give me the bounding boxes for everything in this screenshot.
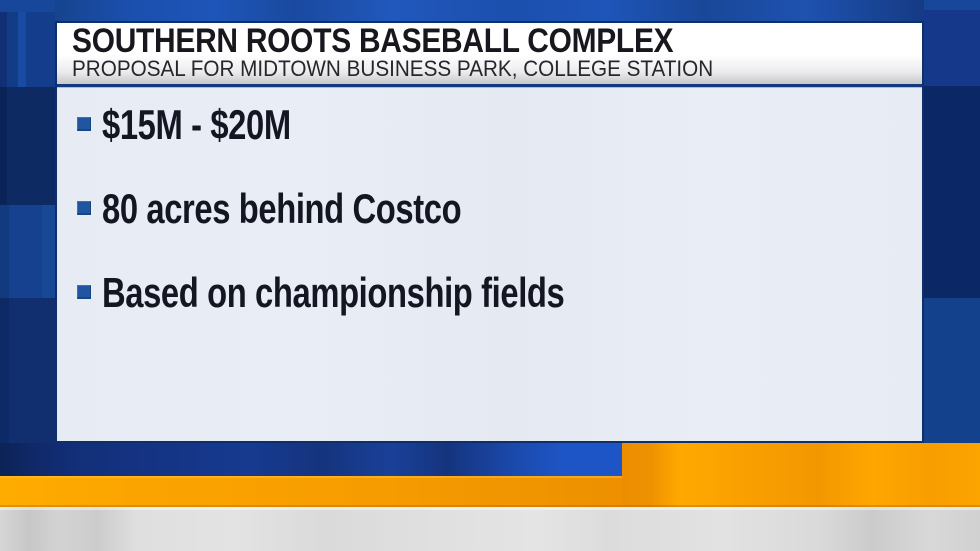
background-right-column: [924, 0, 980, 443]
panel-header: SOUTHERN ROOTS BASEBALL COMPLEX PROPOSAL…: [57, 23, 922, 87]
bullet-square-icon: [77, 285, 91, 299]
lower-orange-block: [622, 443, 980, 507]
page-title: SOUTHERN ROOTS BASEBALL COMPLEX: [72, 23, 674, 60]
list-item: Based on championship fields: [77, 270, 695, 316]
panel-body: $15M - $20M 80 acres behind Costco Based…: [57, 87, 922, 441]
background-top-strip: [0, 0, 980, 21]
background-block: [0, 205, 55, 298]
bullet-label: $15M - $20M: [102, 101, 291, 148]
list-item: $15M - $20M: [77, 102, 695, 148]
background-block: [0, 298, 55, 443]
bullet-label: Based on championship fields: [102, 269, 565, 316]
bullet-square-icon: [77, 117, 91, 131]
lower-orange-band: [0, 476, 622, 507]
bullet-square-icon: [77, 201, 91, 215]
bullet-list: $15M - $20M 80 acres behind Costco Based…: [77, 87, 695, 316]
background-block: [924, 0, 980, 10]
bottom-gray-band: [0, 507, 980, 551]
background-block: [0, 12, 55, 87]
page-subtitle: PROPOSAL FOR MIDTOWN BUSINESS PARK, COLL…: [72, 56, 714, 81]
list-item: 80 acres behind Costco: [77, 186, 695, 232]
content-panel: SOUTHERN ROOTS BASEBALL COMPLEX PROPOSAL…: [55, 21, 924, 443]
background-block: [924, 10, 980, 86]
background-block: [924, 298, 980, 443]
lower-blue-band: [0, 443, 622, 476]
background-left-column: [0, 0, 55, 443]
background-block: [0, 0, 55, 12]
background-block: [0, 87, 55, 205]
background-block: [924, 86, 980, 298]
bullet-label: 80 acres behind Costco: [102, 185, 462, 232]
